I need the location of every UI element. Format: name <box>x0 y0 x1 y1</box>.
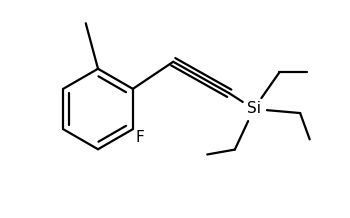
Text: Si: Si <box>247 102 261 116</box>
Text: F: F <box>136 130 145 145</box>
